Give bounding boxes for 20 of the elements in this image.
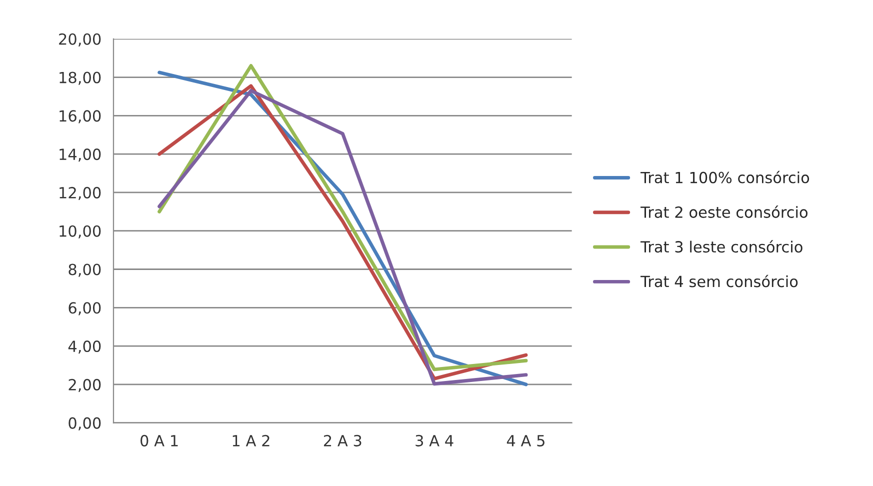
y-tick-label: 4,00 [68, 340, 101, 354]
y-tick-label: 20,00 [59, 33, 101, 46]
x-tick-label: 1 A 2 [232, 434, 270, 446]
x-tick-label: 0 A 1 [140, 434, 178, 446]
y-tick-label: 12,00 [60, 186, 101, 200]
y-tick-label: 16,00 [60, 110, 101, 124]
x-tick-label: 3 A 4 [416, 434, 454, 446]
y-tick-label: 18,00 [60, 72, 101, 85]
legend-label: Trat 3 leste consórcio [640, 240, 802, 253]
legend-label: Trat 2 oeste consórcio [640, 206, 808, 218]
y-tick-label: 2,00 [68, 378, 101, 392]
y-tick-label: 0,00 [68, 417, 101, 430]
y-tick-label: 8,00 [68, 264, 101, 277]
legend-label: Trat 1 100% consórcio [640, 170, 810, 184]
y-tick-label: 10,00 [60, 225, 101, 238]
y-tick-label: 6,00 [68, 302, 101, 316]
x-tick-label: 4 A 5 [506, 435, 544, 446]
y-tick-label: 14,00 [60, 148, 101, 162]
x-tick-label: 2 A 3 [324, 434, 362, 446]
legend-label: Trat 4 sem consórcio [640, 274, 798, 288]
